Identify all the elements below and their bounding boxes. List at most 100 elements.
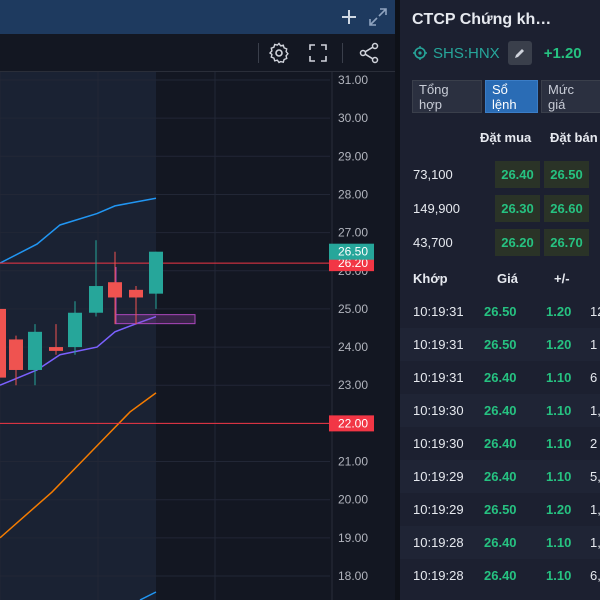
trade-change: 1.10 [546,469,572,484]
trade-price: 26.40 [484,568,517,583]
price-tick-label: 18.00 [338,569,368,583]
trade-time: 10:19:30 [413,403,464,418]
toolbar-divider [342,43,343,63]
trade-row[interactable]: 10:19:31 26.40 1.10 6 [400,361,600,394]
trade-change: 1.10 [546,436,572,451]
trade-time: 10:19:28 [413,568,464,583]
bid-price: 26.20 [495,229,540,256]
ticker-symbol[interactable]: SHS:HNX [433,44,500,62]
bid-row[interactable]: 149,900 26.30 26.60 [400,192,600,225]
buy-header: Đặt mua [480,130,532,145]
chart-toolbar [0,34,395,72]
trade-row[interactable]: 10:19:31 26.50 1.20 1 [400,328,600,361]
bid-price: 26.40 [495,161,540,188]
trade-price: 26.40 [484,535,517,550]
plus-icon[interactable] [337,5,361,29]
trade-price: 26.40 [484,370,517,385]
gear-icon[interactable] [267,41,291,65]
current-price-label: 26.50 [338,245,368,259]
share-icon[interactable] [357,41,381,65]
price-tick-label: 25.00 [338,302,368,316]
moving-average-line [0,392,157,539]
bid-price: 26.30 [495,195,540,222]
trade-change: 1.10 [546,403,572,418]
edit-ticker-button[interactable] [507,41,532,65]
trade-price: 26.50 [484,502,517,517]
change-header: +/- [554,271,570,286]
candle-body [108,282,122,298]
trade-change: 1.20 [546,337,572,352]
price-line-label: 22.00 [338,416,368,430]
expand-icon[interactable] [366,5,390,29]
price-tick-label: 23.00 [338,378,368,392]
candle-body [89,286,103,313]
tab-summary[interactable]: Tổng hợp [412,80,482,113]
trade-price: 26.40 [484,469,517,484]
price-tick-label: 31.00 [338,73,368,87]
price-tick-label: 19.00 [338,531,368,545]
chart-tabbar [0,0,395,34]
trade-row[interactable]: 10:19:30 26.40 1.10 1, [400,394,600,427]
trade-change: 1.20 [546,502,572,517]
trade-change: 1.10 [546,568,572,583]
tab-price-levels[interactable]: Mức giá [541,80,600,113]
bid-row[interactable]: 43,700 26.20 26.70 [400,226,600,259]
price-header: Giá [497,271,518,286]
trade-change: 1.10 [546,370,572,385]
price-chart[interactable]: 31.0030.0029.0028.0027.0026.0025.0024.00… [0,72,395,600]
ask-price: 26.60 [544,195,589,222]
tab-order-book[interactable]: Sổ lệnh [485,80,538,113]
trade-volume: 1, [590,403,600,418]
trade-volume: 5, [590,469,600,484]
candle-body [149,251,163,294]
trade-row[interactable]: 10:19:28 26.40 1.10 6, [400,559,600,592]
exchange-icon [412,45,428,61]
bid-volume: 149,900 [413,201,460,216]
bid-volume: 73,100 [413,167,453,182]
ask-price: 26.70 [544,229,589,256]
trade-change: 1.20 [546,304,572,319]
trade-row[interactable]: 10:19:29 26.40 1.10 5, [400,460,600,493]
trade-time: 10:19:31 [413,337,464,352]
band-line-tail [139,591,157,600]
bid-volume: 43,700 [413,235,453,250]
price-change: +1.20 [543,44,582,62]
price-tick-label: 21.00 [338,455,368,469]
trade-price: 26.40 [484,403,517,418]
trade-row[interactable]: 10:19:29 26.50 1.20 1, [400,493,600,526]
trade-change: 1.10 [546,535,572,550]
fullscreen-icon[interactable] [306,41,330,65]
annotation-box [115,314,196,325]
trade-row[interactable]: 10:19:30 26.40 1.10 2 [400,427,600,460]
orderbook-tabs: Tổng hợp Sổ lệnh Mức giá [412,80,600,113]
ticker-row: SHS:HNX +1.20 [412,40,582,66]
trade-volume: 6 [590,370,598,385]
candle-body [129,289,143,298]
sell-header: Đặt bán [550,130,598,145]
time-header: Khớp [413,271,448,286]
current-price-tag [329,243,374,260]
orderbook-panel: CTCP Chứng kh… SHS:HNX +1.20 Tổng hợp Sổ… [395,0,600,600]
candle-body [9,339,23,370]
trade-row[interactable]: 10:19:28 26.40 1.10 1, [400,526,600,559]
company-title: CTCP Chứng kh… [412,11,552,28]
bid-row[interactable]: 73,100 26.40 26.50 [400,158,600,191]
ask-price: 26.50 [544,161,589,188]
upper-band-line [0,197,157,264]
trade-price: 26.50 [484,337,517,352]
trade-time: 10:19:30 [413,436,464,451]
trade-time: 10:19:29 [413,469,464,484]
trade-volume: 2 [590,436,598,451]
trade-volume: 1, [590,535,600,550]
trade-time: 10:19:31 [413,370,464,385]
price-tick-label: 27.00 [338,226,368,240]
trade-volume: 12, [590,304,600,319]
trade-row[interactable]: 10:19:31 26.50 1.20 12, [400,295,600,328]
price-tick-label: 20.00 [338,493,368,507]
candle-body [0,308,6,378]
trade-volume: 1, [590,502,600,517]
toolbar-divider [258,43,259,63]
pencil-icon [514,49,524,58]
trade-price: 26.50 [484,304,517,319]
trade-volume: 1 [590,337,598,352]
